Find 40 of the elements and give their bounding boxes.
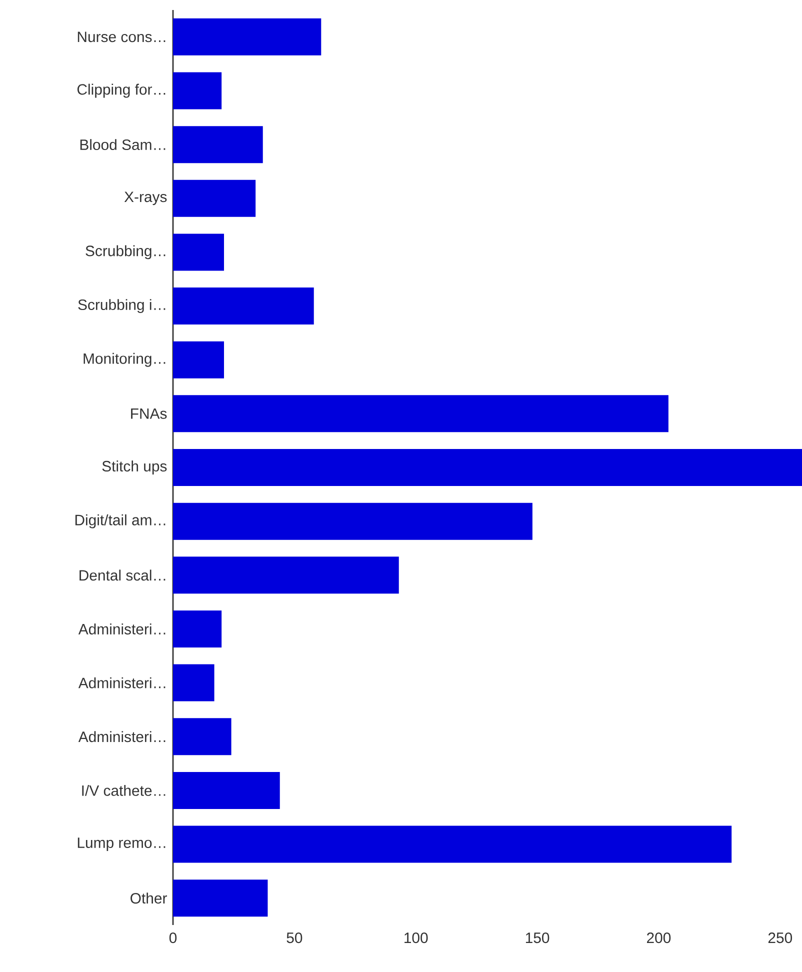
bar [173,234,224,271]
y-tick-label: Blood Sam… [80,139,166,150]
bar [173,664,214,702]
bar [173,341,224,378]
y-tick-label: Administeri… [78,731,166,742]
y-tick-label: Lump remo… [78,838,166,851]
y-tick-label: Administeri… [78,677,166,688]
x-tick-label: 200 [647,932,671,944]
bar [173,610,222,648]
y-tick-label: Dental scal… [80,570,166,581]
y-tick-label: Digit/tail am… [75,514,166,528]
x-tick-label: 0 [169,932,177,944]
x-tick-label: 50 [286,932,302,944]
bar [173,502,532,540]
y-tick-label: Stitch ups [102,460,167,474]
x-tick-label: 100 [404,932,428,944]
bar [173,880,268,917]
bar [173,18,322,56]
y-tick-label: Monitoring… [84,352,166,367]
bar [173,556,399,594]
bar [173,72,222,110]
bar [173,126,263,164]
bar [173,180,256,217]
y-tick-label: Clipping for… [77,84,166,98]
x-tick-label: 150 [526,932,550,944]
bar [173,449,802,486]
y-tick-label: Other [130,892,167,904]
bar [173,718,232,756]
y-tick-label: Administeri… [78,623,166,634]
y-tick-label: Nurse cons… [78,32,166,42]
x-tick-label: 250 [768,932,792,944]
y-tick-label: Scrubbing i… [78,299,166,313]
y-tick-label: I/V cathete… [82,784,166,796]
y-tick-label: FNAs [131,408,167,419]
bar [173,826,732,863]
bar [173,772,280,809]
bar [173,395,668,432]
bar [173,288,314,325]
y-tick-label: Scrubbing… [86,245,166,260]
y-tick-label: X-rays [124,192,167,206]
